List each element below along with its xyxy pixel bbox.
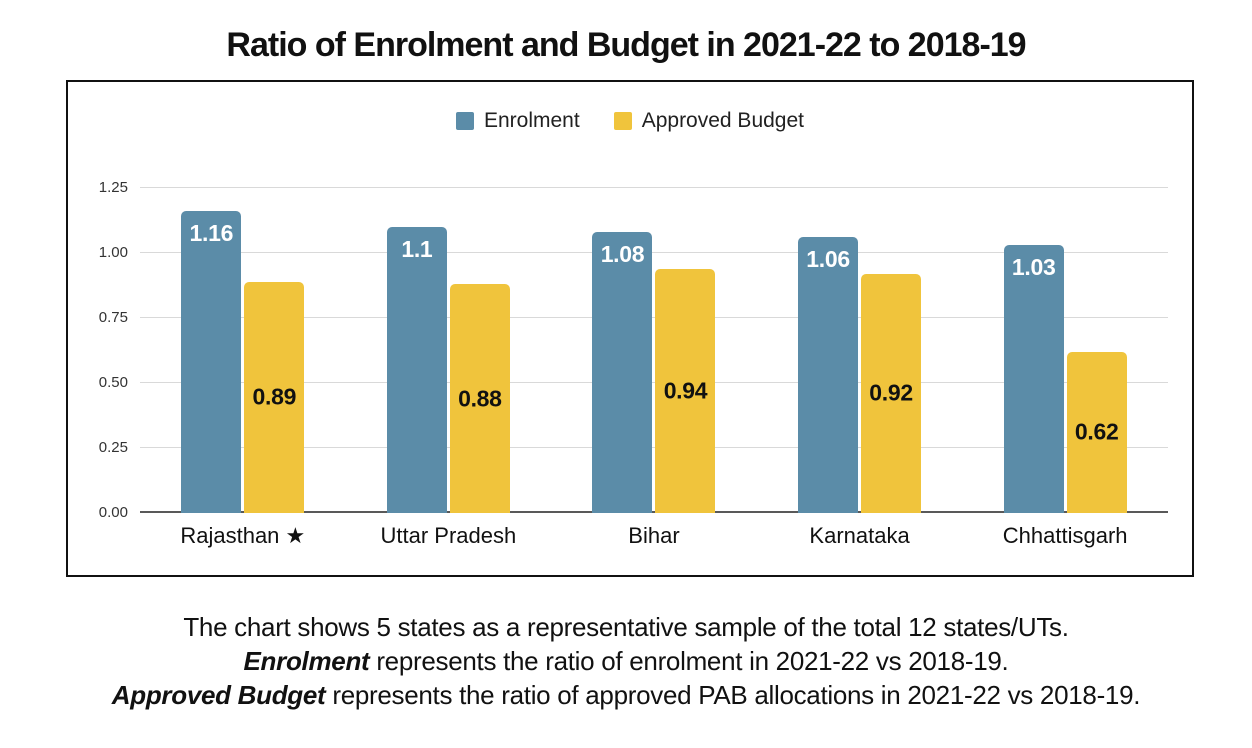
chart-frame: Enrolment Approved Budget 1.16 0.89 1.1 0.88… xyxy=(66,80,1194,577)
legend: Enrolment Approved Budget xyxy=(68,109,1192,133)
grid-layer xyxy=(140,187,1168,513)
bar-value-label: 1.1 xyxy=(401,236,433,262)
caption-line-2: Enrolment represents the ratio of enrolm… xyxy=(0,644,1252,678)
caption-line-2-emphasis: Enrolment xyxy=(243,646,370,676)
approved-budget-bar-bihar: 0.94 xyxy=(655,268,716,513)
legend-swatch-enrolment xyxy=(455,112,474,130)
bars-layer: 1.16 0.89 1.1 0.88 1.08 0.94 1.06 0.92 1.03 0.62 xyxy=(140,188,1168,513)
y-tick-label: 1.25 xyxy=(98,179,128,196)
bar-value-label: 0.94 xyxy=(663,377,708,404)
x-label-bihar: Bihar xyxy=(628,523,680,548)
bar-group-bihar: 1.08 0.94 xyxy=(551,188,757,513)
y-tick-label: 0.00 xyxy=(98,504,128,521)
bar-value-label: 1.08 xyxy=(600,241,645,268)
y-tick-label: 1.00 xyxy=(98,244,128,261)
y-tick-label: 0.75 xyxy=(98,309,128,326)
gridline xyxy=(140,187,1168,188)
plot-area: 1.16 0.89 1.1 0.88 1.08 0.94 1.06 0.92 1.03 0.62 … xyxy=(99,179,1168,521)
bar-value-label: 0.89 xyxy=(252,383,297,410)
enrolment-bar-karnataka: 1.06 xyxy=(798,237,859,513)
gridline xyxy=(140,382,1168,383)
legend-item-enrolment: Enrolment xyxy=(455,109,580,133)
approved-budget-bar-chhattisgarh: 0.62 xyxy=(1066,351,1127,513)
legend-swatch-approved-budget xyxy=(613,112,632,130)
bar-group-rajasthan: 1.16 0.89 xyxy=(140,188,346,513)
bar-group-karnataka: 1.06 0.92 xyxy=(757,188,963,513)
caption-line-2-rest: represents the ratio of enrolment in 202… xyxy=(369,646,1009,676)
x-label-uttar-pradesh: Uttar Pradesh xyxy=(380,523,517,548)
gridline xyxy=(140,447,1168,448)
chart-title: Ratio of Enrolment and Budget in 2021-22… xyxy=(226,26,1026,64)
approved-budget-bar-rajasthan: 0.89 xyxy=(244,281,305,513)
x-label-chhattisgarh: Chhattisgarh xyxy=(1002,523,1128,548)
y-tick-label: 0.50 xyxy=(98,374,128,391)
legend-label-approved-budget: Approved Budget xyxy=(641,109,804,132)
caption-line-3-rest: represents the ratio of approved PAB all… xyxy=(325,680,1141,710)
approved-budget-bar-uttar-pradesh: 0.88 xyxy=(449,284,510,513)
enrolment-bar-bihar: 1.08 xyxy=(592,232,653,513)
bar-value-label: 1.03 xyxy=(1011,254,1056,281)
legend-label-enrolment: Enrolment xyxy=(483,109,580,132)
x-axis-labels: Rajasthan ★ Uttar Pradesh Bihar Karnataka Ch… xyxy=(140,523,1168,549)
enrolment-bar-rajasthan: 1.16 xyxy=(181,211,242,513)
y-tick-label: 0.25 xyxy=(98,439,128,456)
bar-value-label: 0.92 xyxy=(869,379,913,406)
enrolment-bar-chhattisgarh: 1.03 xyxy=(1003,245,1064,513)
x-label-rajasthan: Rajasthan ★ xyxy=(180,523,306,548)
gridline xyxy=(140,252,1168,253)
x-label-karnataka: Karnataka xyxy=(809,523,910,548)
bar-group-chhattisgarh: 1.03 0.62 xyxy=(962,188,1168,513)
bar-value-label: 1.16 xyxy=(189,220,234,247)
caption: The chart shows 5 states as a representa… xyxy=(0,610,1252,712)
caption-line-3: Approved Budget represents the ratio of … xyxy=(0,678,1252,712)
gridline xyxy=(140,317,1168,318)
legend-item-approved-budget: Approved Budget xyxy=(613,109,804,133)
caption-line-1: The chart shows 5 states as a representa… xyxy=(183,612,1069,642)
bar-value-label: 0.88 xyxy=(458,385,502,412)
enrolment-bar-uttar-pradesh: 1.1 xyxy=(386,227,447,513)
bar-value-label: 0.62 xyxy=(1074,418,1119,445)
x-axis-baseline xyxy=(140,511,1168,513)
caption-line-3-emphasis: Approved Budget xyxy=(111,680,326,710)
approved-budget-bar-karnataka: 0.92 xyxy=(861,273,922,513)
bar-group-uttar-pradesh: 1.1 0.88 xyxy=(346,188,552,513)
bar-value-label: 1.06 xyxy=(806,246,850,273)
